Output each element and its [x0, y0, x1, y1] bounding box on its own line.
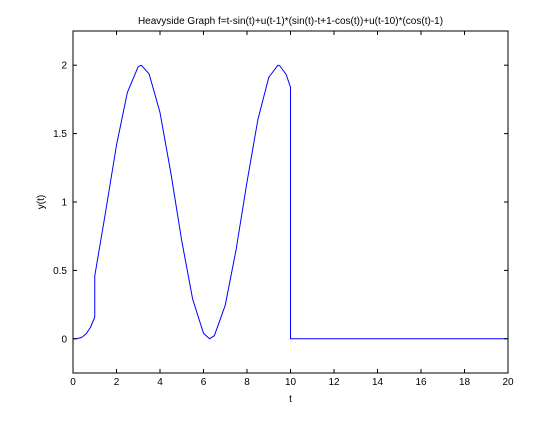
x-tick-label: 14	[372, 377, 384, 388]
x-tick-label: 18	[459, 377, 471, 388]
y-tick-label: 0	[61, 334, 67, 345]
x-tick-label: 16	[415, 377, 427, 388]
x-tick-label: 10	[285, 377, 297, 388]
x-tick-label: 8	[244, 377, 250, 388]
x-tick-label: 20	[502, 377, 514, 388]
series-layer	[72, 64, 508, 340]
y-tick-label: 0.5	[53, 266, 67, 277]
y-axis-label: y(t)	[36, 195, 47, 209]
x-tick-label: 0	[70, 377, 76, 388]
chart-title: Heavyside Graph f=t-sin(t)+u(t-1)*(sin(t…	[138, 16, 443, 27]
x-tick-label: 4	[157, 377, 163, 388]
x-axis-label: t	[289, 394, 292, 405]
x-tick-label: 2	[114, 377, 120, 388]
ticks-layer: 0 2 4 6 8 10 12 14 16 18 20 0 0.5 1 1.5 2	[53, 31, 514, 388]
y-tick-label: 1	[61, 198, 67, 209]
y-tick-label: 1.5	[53, 129, 67, 140]
series-line	[72, 64, 508, 340]
y-tick-label: 2	[61, 61, 67, 72]
x-tick-label: 12	[328, 377, 340, 388]
x-tick-label: 6	[201, 377, 207, 388]
